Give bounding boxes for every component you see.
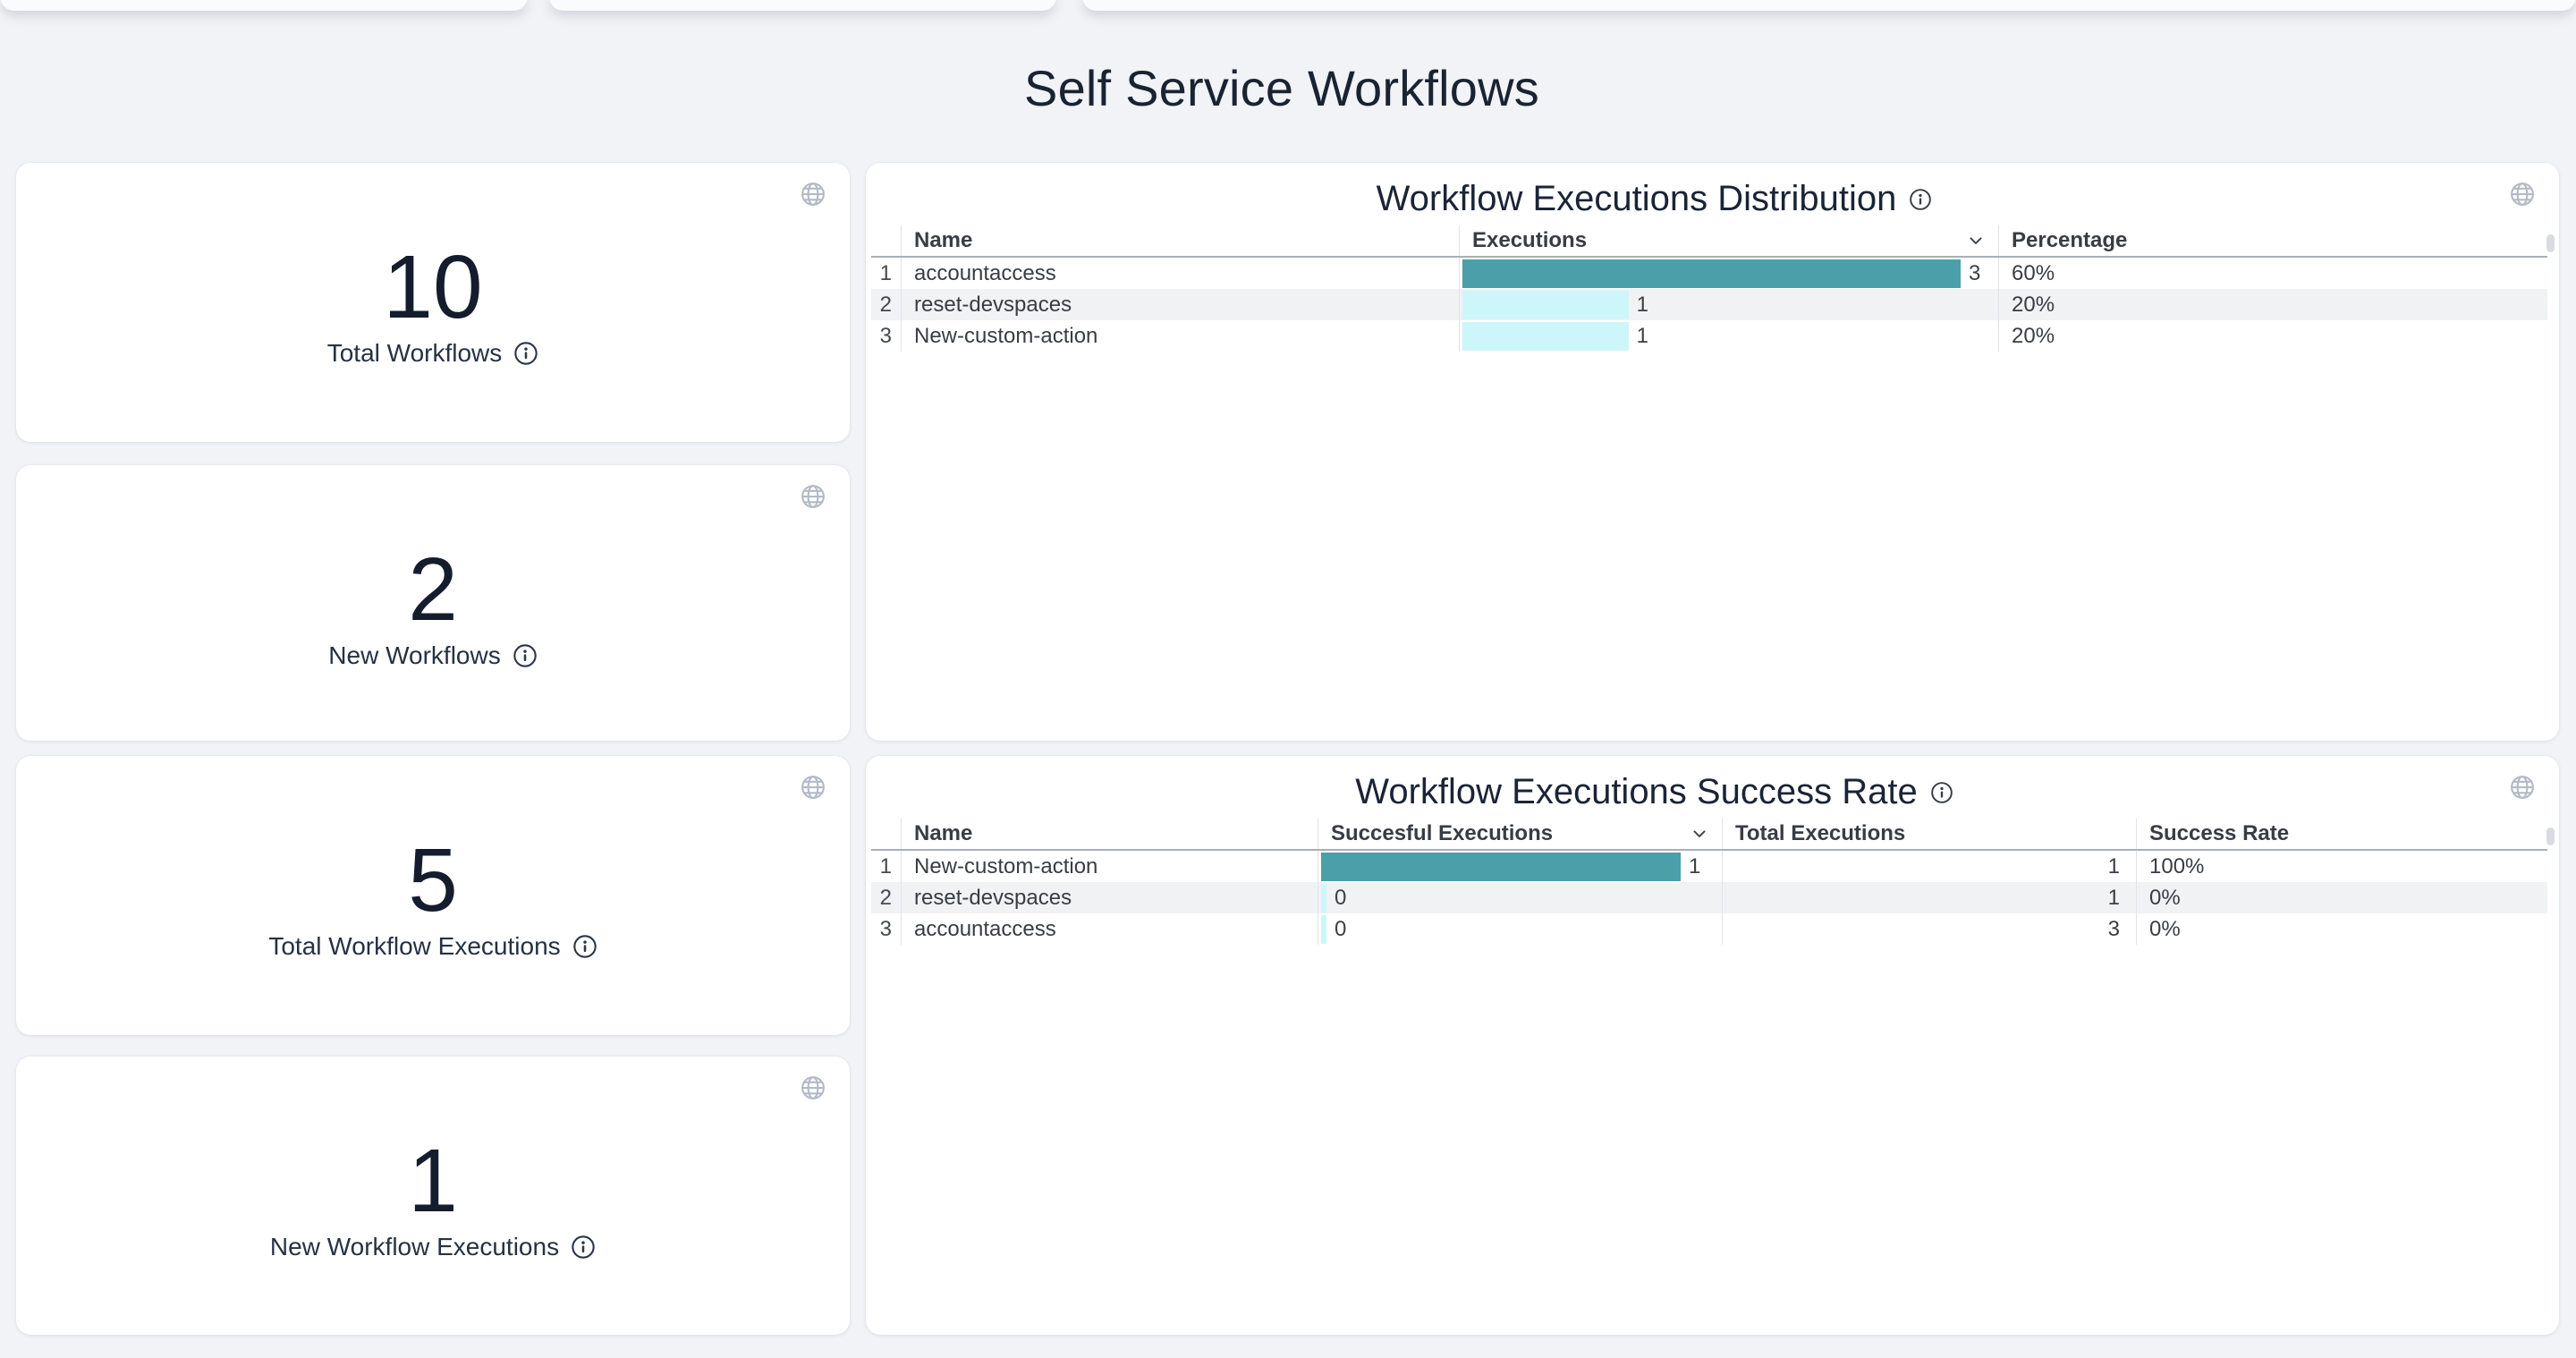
cell-total-executions: 1	[1722, 851, 2136, 882]
globe-icon[interactable]	[800, 483, 826, 510]
chevron-down-icon[interactable]	[1690, 824, 1709, 844]
column-header-percentage[interactable]: Percentage	[1998, 225, 2547, 256]
card-workflow-executions-distribution: Workflow Executions Distribution Name Ex…	[866, 163, 2559, 741]
success-rate-table: Name Succesful Executions Total Executio…	[871, 819, 2547, 945]
stat-value: 1	[408, 1131, 458, 1231]
bar-value: 3	[1969, 260, 1981, 285]
cell-total-executions: 3	[1722, 913, 2136, 945]
bar-value: 0	[1335, 885, 1347, 910]
success-bar	[1321, 883, 1326, 912]
cell-name: reset-devspaces	[901, 882, 1318, 913]
cell-executions-bar: 1	[1459, 289, 1998, 320]
info-icon[interactable]	[572, 934, 597, 959]
cell-success-rate: 100%	[2136, 851, 2547, 882]
stat-value: 2	[408, 539, 458, 640]
globe-icon[interactable]	[2509, 181, 2536, 208]
success-bar	[1321, 914, 1326, 944]
cell-executions-bar: 3	[1459, 258, 1998, 289]
distribution-table: Name Executions Percentage 1 accountacce…	[871, 225, 2547, 352]
column-header-name[interactable]: Name	[901, 819, 1318, 849]
stat-card-new-workflows: 2 New Workflows	[16, 465, 850, 741]
table-scrollbar-thumb[interactable]	[2546, 828, 2555, 845]
cell-success-rate: 0%	[2136, 913, 2547, 945]
column-header-executions[interactable]: Executions	[1459, 225, 1998, 256]
chevron-down-icon[interactable]	[1966, 231, 1986, 250]
top-card-remnant	[1082, 0, 2576, 11]
top-card-remnant	[0, 0, 528, 11]
column-header-success-rate[interactable]: Success Rate	[2136, 819, 2547, 849]
stat-card-total-workflow-executions: 5 Total Workflow Executions	[16, 756, 850, 1035]
stat-label: Total Workflow Executions	[268, 932, 561, 960]
table-row: 2 reset-devspaces 1 20%	[871, 289, 2547, 320]
globe-icon[interactable]	[2509, 774, 2536, 801]
table-header-row: Name Succesful Executions Total Executio…	[871, 819, 2547, 851]
cell-name: New-custom-action	[901, 320, 1459, 352]
info-icon[interactable]	[513, 643, 538, 668]
cell-successful-bar: 1	[1318, 851, 1722, 882]
cell-name: New-custom-action	[901, 851, 1318, 882]
execution-bar	[1462, 259, 1961, 288]
stat-value: 5	[408, 830, 458, 930]
stat-label: Total Workflows	[326, 339, 503, 367]
page-title: Self Service Workflows	[1024, 59, 1539, 116]
table-row: 3 accountaccess 0 3 0%	[871, 913, 2547, 945]
stat-card-new-workflow-executions: 1 New Workflow Executions	[16, 1057, 850, 1335]
info-icon[interactable]	[1909, 188, 1932, 211]
card-workflow-executions-success-rate: Workflow Executions Success Rate Name Su…	[866, 756, 2559, 1335]
row-index: 2	[879, 885, 892, 910]
cell-total-executions: 1	[1722, 882, 2136, 913]
column-header-total-executions[interactable]: Total Executions	[1722, 819, 2136, 849]
table-scrollbar-thumb[interactable]	[2546, 234, 2555, 252]
bar-value: 1	[1689, 853, 1701, 878]
cell-name: accountaccess	[901, 913, 1318, 945]
row-index: 3	[879, 916, 892, 941]
table-header-row: Name Executions Percentage	[871, 225, 2547, 258]
cell-name: reset-devspaces	[901, 289, 1459, 320]
stat-value: 10	[383, 237, 483, 337]
cell-name: accountaccess	[901, 258, 1459, 289]
row-index: 2	[879, 292, 892, 317]
column-header-successful-executions[interactable]: Succesful Executions	[1318, 819, 1722, 849]
execution-bar	[1462, 321, 1629, 351]
globe-icon[interactable]	[800, 774, 826, 801]
column-header-index	[871, 225, 901, 256]
cell-successful-bar: 0	[1318, 882, 1722, 913]
table-row: 3 New-custom-action 1 20%	[871, 320, 2547, 352]
bar-value: 0	[1335, 916, 1347, 941]
column-header-index	[871, 819, 901, 849]
cell-executions-bar: 1	[1459, 320, 1998, 352]
cell-success-rate: 0%	[2136, 882, 2547, 913]
bar-value: 1	[1636, 292, 1649, 317]
info-icon[interactable]	[513, 341, 538, 366]
cell-successful-bar: 0	[1318, 913, 1722, 945]
row-index: 1	[879, 260, 892, 285]
row-index: 1	[879, 853, 892, 878]
table-title: Workflow Executions Distribution	[1376, 179, 1897, 218]
table-row: 1 New-custom-action 1 1 100%	[871, 851, 2547, 882]
column-header-name[interactable]: Name	[901, 225, 1459, 256]
info-icon[interactable]	[1930, 781, 1953, 804]
table-title: Workflow Executions Success Rate	[1355, 772, 1918, 811]
top-card-remnant	[549, 0, 1056, 11]
success-bar	[1321, 852, 1681, 881]
stat-label: New Workflows	[328, 641, 501, 669]
info-icon[interactable]	[571, 1235, 596, 1260]
execution-bar	[1462, 290, 1629, 319]
globe-icon[interactable]	[800, 1074, 826, 1101]
globe-icon[interactable]	[800, 181, 826, 208]
bar-value: 1	[1636, 323, 1649, 348]
row-index: 3	[879, 323, 892, 348]
table-row: 1 accountaccess 3 60%	[871, 258, 2547, 289]
cell-percentage: 20%	[1998, 320, 2547, 352]
cell-percentage: 20%	[1998, 289, 2547, 320]
cell-percentage: 60%	[1998, 258, 2547, 289]
table-row: 2 reset-devspaces 0 1 0%	[871, 882, 2547, 913]
stat-label: New Workflow Executions	[269, 1233, 560, 1260]
stat-card-total-workflows: 10 Total Workflows	[16, 163, 850, 442]
